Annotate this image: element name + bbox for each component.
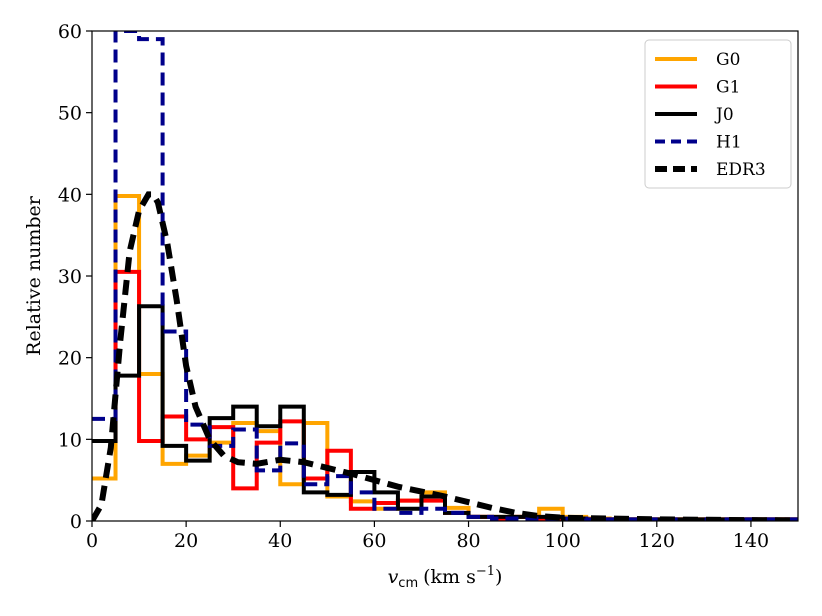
series-h1: [92, 31, 798, 521]
x-axis-label-units: (km s: [423, 566, 476, 588]
legend-label-edr3: EDR3: [716, 160, 766, 180]
x-axis-label-symbol: v: [388, 566, 399, 588]
x-tick-label: 80: [456, 530, 480, 552]
x-tick-label: 20: [174, 530, 198, 552]
y-tick-label: 50: [58, 103, 82, 125]
y-tick-label: 10: [58, 429, 82, 451]
legend-label-g0: G0: [716, 50, 740, 70]
y-tick-label: 0: [70, 511, 82, 533]
y-tick-label: 20: [58, 348, 82, 370]
series-edr3: [92, 191, 798, 521]
x-tick-label: 100: [545, 530, 581, 552]
legend-box: [644, 39, 792, 189]
x-tick-label: 40: [268, 530, 292, 552]
x-tick-label: 0: [86, 530, 98, 552]
y-tick-label: 60: [58, 21, 82, 43]
y-tick-label: 30: [58, 266, 82, 288]
legend-label-h1: H1: [716, 133, 742, 153]
x-axis-label-subscript: cm: [398, 576, 418, 591]
y-axis-label: Relative number: [23, 195, 45, 356]
series-layer: [92, 31, 798, 521]
y-tick-label: 40: [58, 184, 82, 206]
x-axis-label-exponent: −1: [476, 564, 495, 579]
ticks-layer: 0 20 40 60 80 100 120 140 0 10 20 30 40 50 60: [58, 21, 769, 552]
legend: G0 G1 J0 H1 EDR3: [644, 39, 792, 189]
x-tick-label: 60: [362, 530, 386, 552]
series-g0: [92, 193, 798, 521]
legend-label-j0: J0: [714, 105, 734, 125]
x-axis-label-close: ): [495, 566, 502, 588]
x-tick-label: 140: [733, 530, 769, 552]
x-axis-label: vcm (km s−1): [388, 564, 503, 591]
legend-label-g1: G1: [716, 78, 740, 98]
series-g1: [92, 269, 798, 521]
x-tick-label: 120: [639, 530, 675, 552]
